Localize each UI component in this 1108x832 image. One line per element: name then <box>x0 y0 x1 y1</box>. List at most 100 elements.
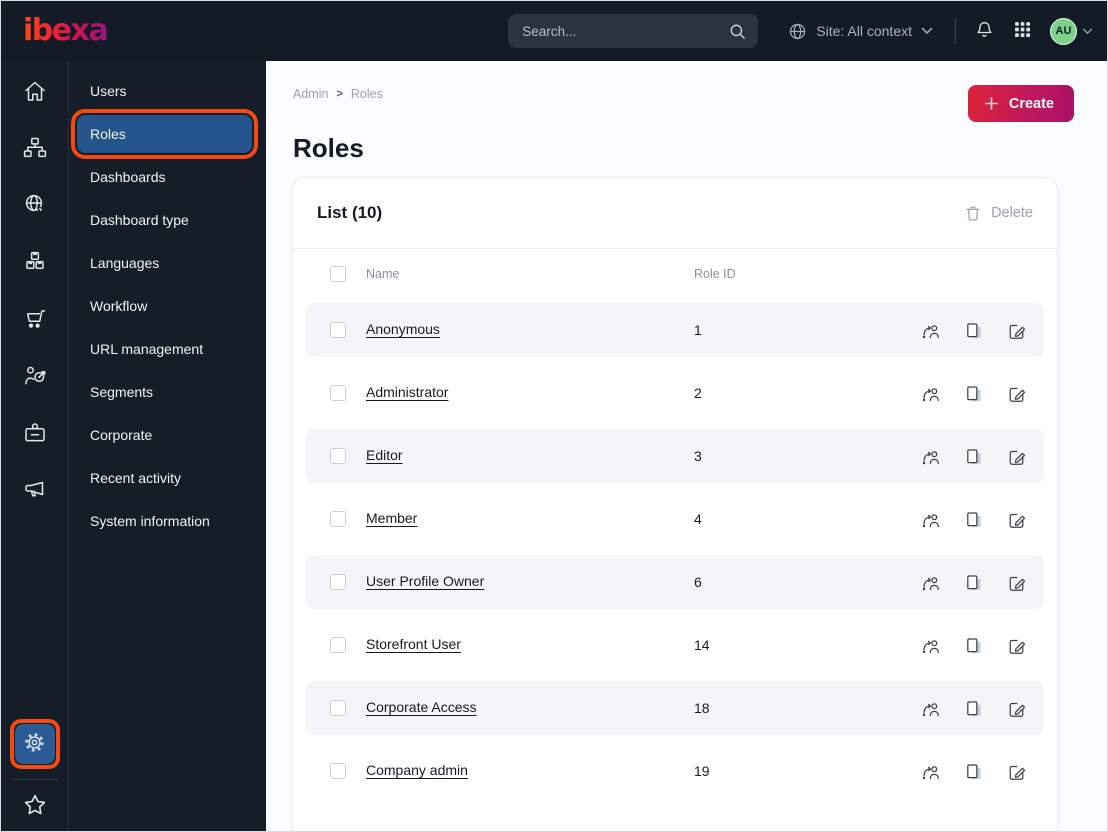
sidebar-menu-item[interactable]: Roles <box>71 109 258 159</box>
bookmarks-button[interactable] <box>21 791 49 819</box>
assign-role-button[interactable] <box>921 699 940 718</box>
row-checkbox[interactable] <box>330 511 346 527</box>
sidebar-menu-item[interactable]: URL management <box>77 330 252 368</box>
assign-role-button[interactable] <box>921 321 940 340</box>
site-nav-button[interactable] <box>21 191 49 219</box>
role-name-link[interactable]: Anonymous <box>366 321 440 337</box>
edit-role-button[interactable] <box>1007 447 1026 466</box>
campaigns-nav-button[interactable] <box>21 476 49 504</box>
row-checkbox[interactable] <box>330 574 346 590</box>
row-checkbox[interactable] <box>330 700 346 716</box>
assign-role-button[interactable] <box>921 573 940 592</box>
role-id: 2 <box>694 385 702 401</box>
assign-icon <box>921 636 940 655</box>
copy-role-button[interactable] <box>964 384 983 403</box>
sidebar-menu-item[interactable]: Languages <box>77 244 252 282</box>
assign-role-button[interactable] <box>921 447 940 466</box>
avatar: AU <box>1050 17 1077 45</box>
plus-icon <box>984 96 999 111</box>
role-id: 3 <box>694 448 702 464</box>
edit-role-button[interactable] <box>1007 699 1026 718</box>
notifications-button[interactable] <box>974 19 995 43</box>
column-header-name: Name <box>366 266 400 281</box>
role-name-link[interactable]: Editor <box>366 447 403 463</box>
ibexa-logo[interactable]: ibexa <box>23 13 109 48</box>
role-name-link[interactable]: User Profile Owner <box>366 573 485 589</box>
sidebar-menu-item[interactable]: System information <box>77 502 252 540</box>
copy-role-button[interactable] <box>964 510 983 529</box>
copy-role-button[interactable] <box>964 636 983 655</box>
site-context-selector[interactable]: Site: All context <box>788 22 933 41</box>
role-id: 6 <box>694 574 702 590</box>
row-checkbox[interactable] <box>330 448 346 464</box>
copy-icon <box>964 510 983 529</box>
corporate-nav-button[interactable] <box>21 419 49 447</box>
role-name-link[interactable]: Company admin <box>366 762 468 778</box>
sidebar-menu-item[interactable]: Segments <box>77 373 252 411</box>
assign-role-button[interactable] <box>921 762 940 781</box>
assign-role-button[interactable] <box>921 636 940 655</box>
select-all-checkbox[interactable] <box>330 265 346 282</box>
settings-button[interactable] <box>14 724 55 764</box>
search-input[interactable] <box>522 23 730 39</box>
role-name-link[interactable]: Storefront User <box>366 636 461 652</box>
role-name-link[interactable]: Member <box>366 510 418 526</box>
sidebar-item-label: Users <box>90 83 127 99</box>
chevron-down-icon <box>921 27 933 35</box>
delete-button[interactable]: Delete <box>964 204 1033 223</box>
sidebar-menu-item[interactable]: Corporate <box>77 416 252 454</box>
edit-role-button[interactable] <box>1007 636 1026 655</box>
edit-role-button[interactable] <box>1007 573 1026 592</box>
row-actions <box>921 447 1026 466</box>
edit-role-button[interactable] <box>1007 762 1026 781</box>
sidebar-item-label: Recent activity <box>90 470 182 486</box>
sidebar-menu-item[interactable]: Dashboard type <box>77 201 252 239</box>
row-checkbox[interactable] <box>330 637 346 653</box>
table-row: Anonymous 1 <box>306 303 1044 357</box>
row-checkbox[interactable] <box>330 322 346 338</box>
cart-icon <box>21 310 49 336</box>
sidebar-menu-item[interactable]: Dashboards <box>77 158 252 196</box>
edit-role-button[interactable] <box>1007 321 1026 340</box>
create-button[interactable]: Create <box>967 85 1074 122</box>
copy-role-button[interactable] <box>964 573 983 592</box>
app-switcher-button[interactable] <box>1013 20 1032 42</box>
person-target-icon <box>21 366 49 393</box>
copy-role-button[interactable] <box>964 447 983 466</box>
row-actions <box>921 636 1026 655</box>
sidebar-menu-item[interactable]: Workflow <box>77 287 252 325</box>
copy-role-button[interactable] <box>964 321 983 340</box>
home-icon <box>21 81 49 108</box>
assign-icon <box>921 762 940 781</box>
global-search[interactable] <box>508 14 759 48</box>
search-icon[interactable] <box>729 23 746 40</box>
role-name-link[interactable]: Corporate Access <box>366 699 477 715</box>
role-id: 19 <box>694 763 710 779</box>
assign-role-button[interactable] <box>921 384 940 403</box>
sidebar-item-label: Languages <box>90 255 160 271</box>
row-checkbox[interactable] <box>330 763 346 779</box>
personalization-nav-button[interactable] <box>21 362 49 390</box>
commerce-nav-button[interactable] <box>21 305 49 333</box>
edit-role-button[interactable] <box>1007 384 1026 403</box>
row-checkbox[interactable] <box>330 385 346 401</box>
role-name-link[interactable]: Administrator <box>366 384 449 400</box>
sidebar-menu-item[interactable]: Users <box>77 72 252 110</box>
user-menu[interactable]: AU <box>1050 17 1093 45</box>
sidebar-item-label: Segments <box>90 384 154 400</box>
admin-menu: Users Roles Dashboards Dashboard type Langua… <box>69 72 266 540</box>
breadcrumb-current: Roles <box>350 87 383 101</box>
table-row: Corporate Access 18 <box>306 681 1044 735</box>
copy-role-button[interactable] <box>964 699 983 718</box>
products-nav-button[interactable] <box>21 248 49 276</box>
copy-role-button[interactable] <box>964 762 983 781</box>
home-nav-button[interactable] <box>21 77 49 105</box>
breadcrumb-admin[interactable]: Admin <box>293 87 329 101</box>
edit-role-button[interactable] <box>1007 510 1026 529</box>
assign-role-button[interactable] <box>921 510 940 529</box>
content-structure-nav-button[interactable] <box>21 134 49 162</box>
page-title: Roles <box>293 133 364 163</box>
sidebar-menu-item[interactable]: Recent activity <box>77 459 252 497</box>
globe-cursor-icon <box>21 194 49 222</box>
copy-icon <box>964 699 983 718</box>
